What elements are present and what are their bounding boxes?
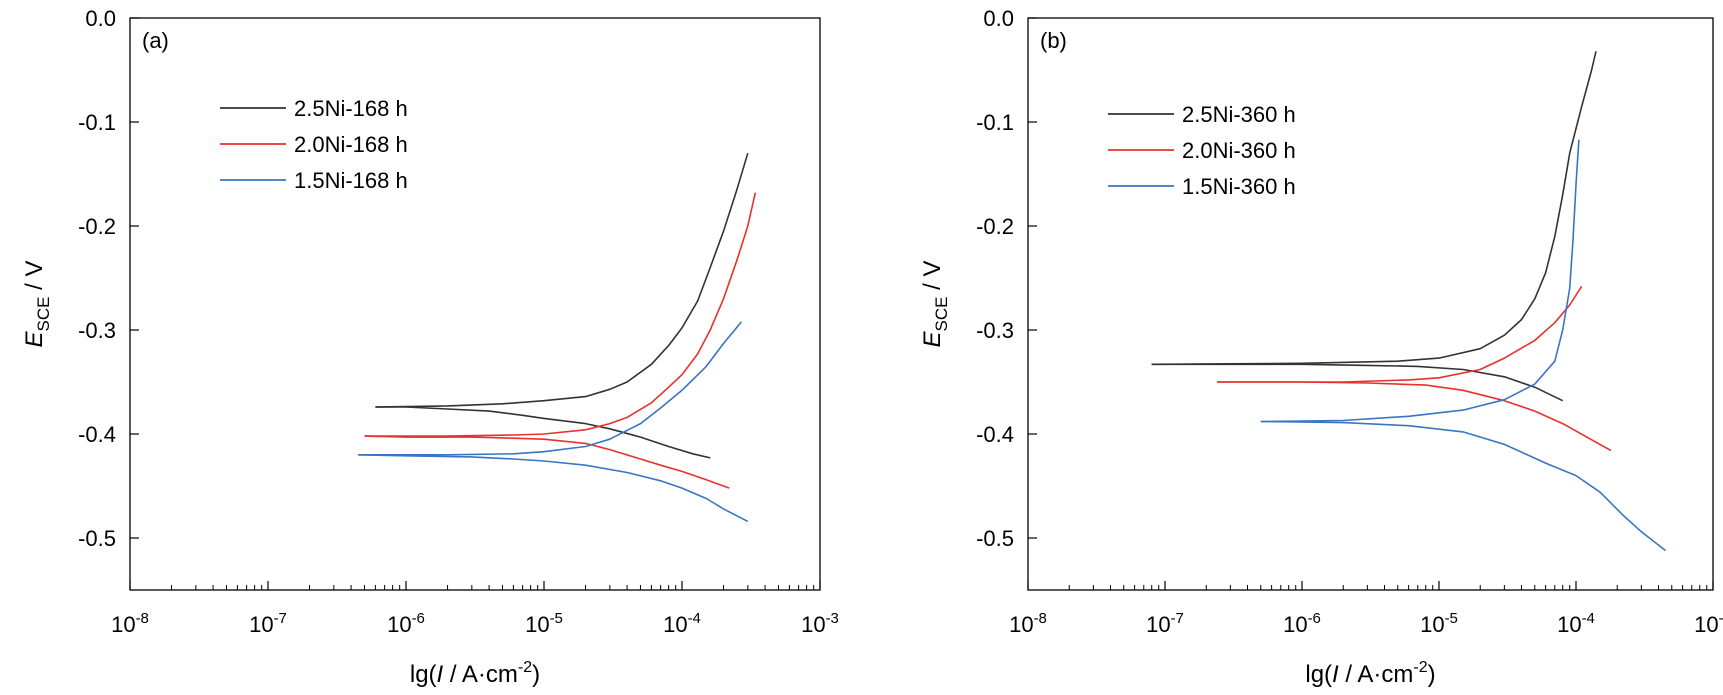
series-line-anodic <box>364 192 757 437</box>
series-line-anodic <box>375 152 749 408</box>
y-tick-label: -0.3 <box>976 318 1014 343</box>
series-line-cathodic <box>375 406 711 459</box>
x-tick-label: 10-5 <box>1420 610 1458 637</box>
x-axis-ticks <box>1027 581 1714 590</box>
y-tick-label: -0.5 <box>976 526 1014 551</box>
legend-label: 2.5Ni-360 h <box>1182 102 1296 127</box>
panel-label: (a) <box>142 28 169 53</box>
series-line-anodic <box>1260 139 1580 423</box>
x-tick-label: 10-3 <box>1694 610 1723 637</box>
y-tick-label: -0.4 <box>78 422 116 447</box>
y-tick-label: 0.0 <box>85 6 116 31</box>
x-tick-label: 10-6 <box>387 610 425 637</box>
x-axis-label: lg(I / A·cm-2) <box>1305 659 1435 688</box>
x-tick-label: 10-5 <box>525 610 563 637</box>
series-line-cathodic <box>358 454 749 523</box>
chart-panel-b: 10-8 10-7 10-6 10-5 10-4 10-3 0.0 -0.1 -0.2 -0.3 -… <box>919 6 1723 688</box>
series-1 <box>364 192 757 489</box>
y-tick-label: -0.4 <box>976 422 1014 447</box>
chart-panel-a: 10-8 10-7 10-6 10-5 10-4 10-3 0.0 -0.1 -0.2 -0.3 -… <box>21 6 839 688</box>
series-2 <box>358 321 749 523</box>
legend-label: 2.0Ni-360 h <box>1182 138 1296 163</box>
y-tick-label: 0.0 <box>983 6 1014 31</box>
series-0 <box>1151 51 1597 402</box>
x-tick-label: 10-4 <box>663 610 701 637</box>
panel-label: (b) <box>1040 28 1067 53</box>
y-tick-label: -0.1 <box>976 110 1014 135</box>
series-0 <box>375 152 749 459</box>
series-1 <box>1217 285 1612 452</box>
y-axis-label: ESCE / V <box>919 261 951 348</box>
x-tick-label: 10-7 <box>1146 610 1184 637</box>
series-line-cathodic <box>1260 420 1666 552</box>
legend-label: 2.5Ni-168 h <box>294 96 408 121</box>
series-line-anodic <box>358 321 743 456</box>
legend-label: 1.5Ni-360 h <box>1182 174 1296 199</box>
plot-frame <box>129 17 821 591</box>
legend-label: 1.5Ni-168 h <box>294 168 408 193</box>
x-tick-label: 10-8 <box>111 610 149 637</box>
y-axis-label: ESCE / V <box>21 261 53 348</box>
y-tick-label: -0.2 <box>976 214 1014 239</box>
series-line-anodic <box>1151 51 1597 366</box>
x-tick-label: 10-8 <box>1009 610 1047 637</box>
plot-frame <box>1027 17 1714 591</box>
x-tick-label: 10-4 <box>1557 610 1595 637</box>
x-axis-label: lg(I / A·cm-2) <box>410 659 540 688</box>
x-tick-label: 10-7 <box>249 610 287 637</box>
y-tick-label: -0.3 <box>78 318 116 343</box>
y-tick-label: -0.5 <box>78 526 116 551</box>
x-axis-ticks <box>129 581 821 590</box>
y-tick-label: -0.1 <box>78 110 116 135</box>
series-line-anodic <box>1217 285 1583 383</box>
x-tick-label: 10-6 <box>1283 610 1321 637</box>
series-2 <box>1260 139 1666 552</box>
series-line-cathodic <box>364 435 730 489</box>
legend-label: 2.0Ni-168 h <box>294 132 408 157</box>
y-tick-label: -0.2 <box>78 214 116 239</box>
x-tick-label: 10-3 <box>801 610 839 637</box>
